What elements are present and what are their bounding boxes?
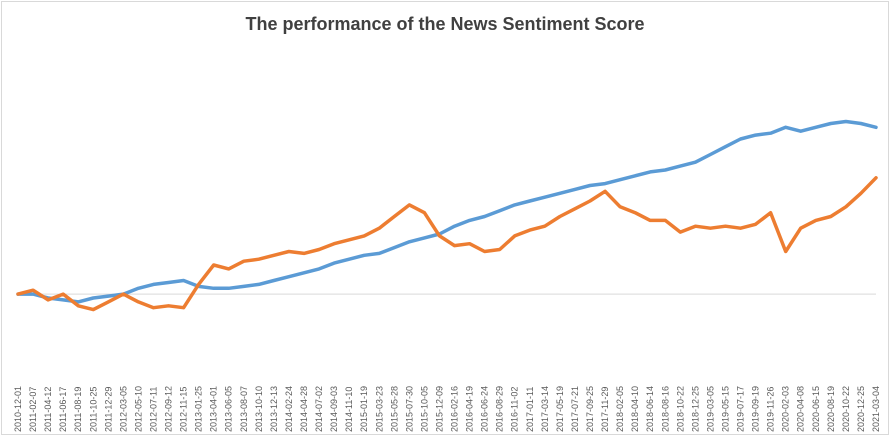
x-tick-label: 2011-02-07	[28, 387, 38, 432]
x-tick-label: 2021-03-04	[871, 386, 881, 432]
x-tick-label: 2017-11-29	[600, 387, 610, 432]
x-tick-label: 2020-06-15	[811, 386, 821, 432]
x-tick-label: 2020-12-25	[856, 386, 866, 432]
x-tick-label: 2011-06-17	[58, 387, 68, 432]
x-tick-label: 2020-04-08	[796, 386, 806, 432]
chart-title: The performance of the News Sentiment Sc…	[245, 14, 645, 34]
series-line-2	[16, 176, 878, 312]
x-tick-label: 2011-10-25	[88, 387, 98, 432]
x-tick-label: 2016-06-24	[480, 386, 490, 432]
x-tick-label: 2017-07-21	[570, 386, 580, 432]
x-tick-label: 2013-10-10	[254, 386, 264, 432]
x-tick-label: 2012-09-12	[164, 386, 174, 432]
x-tick-label: 2020-08-19	[826, 386, 836, 432]
x-tick-label: 2011-04-12	[43, 387, 53, 432]
x-tick-label: 2013-04-01	[209, 386, 219, 432]
x-tick-label: 2016-08-29	[495, 386, 505, 432]
x-tick-label: 2012-07-11	[148, 387, 158, 432]
x-tick-label: 2019-07-17	[736, 386, 746, 432]
x-tick-label: 2016-02-16	[450, 386, 460, 432]
x-tick-label: 2018-02-05	[615, 386, 625, 432]
x-tick-label: 2014-11-10	[344, 387, 354, 432]
x-tick-label: 2020-02-03	[781, 386, 791, 432]
x-tick-label: 2014-02-24	[284, 386, 294, 432]
x-tick-label: 2014-09-03	[329, 386, 339, 432]
x-tick-label: 2018-08-16	[660, 386, 670, 432]
x-tick-label: 2019-03-05	[705, 386, 715, 432]
x-tick-label: 2013-06-05	[224, 386, 234, 432]
x-tick-label: 2012-11-15	[179, 387, 189, 432]
x-tick-label: 2014-04-28	[299, 386, 309, 432]
x-tick-label: 2020-10-22	[841, 386, 851, 432]
x-tick-label: 2013-12-13	[269, 386, 279, 432]
x-tick-label: 2018-10-22	[675, 386, 685, 432]
x-tick-label: 2015-03-23	[374, 386, 384, 432]
x-tick-label: 2017-05-19	[555, 386, 565, 432]
x-tick-label: 2017-03-14	[540, 386, 550, 432]
x-tick-label: 2013-01-25	[194, 386, 204, 432]
x-tick-label: 2015-12-09	[434, 386, 444, 432]
x-tick-label: 2016-04-19	[465, 386, 475, 432]
x-tick-label: 2011-12-29	[103, 387, 113, 432]
x-tick-label: 2019-09-19	[751, 386, 761, 432]
x-tick-label: 2015-10-05	[419, 386, 429, 432]
x-tick-label: 2014-07-02	[314, 386, 324, 432]
x-tick-label: 2017-09-25	[585, 386, 595, 432]
x-tick-label: 2019-11-26	[766, 387, 776, 432]
x-tick-label: 2019-05-15	[720, 386, 730, 432]
x-tick-label: 2017-01-11	[525, 387, 535, 432]
series-line-1	[16, 119, 878, 304]
x-tick-label: 2012-03-05	[118, 386, 128, 432]
x-tick-label: 2015-05-28	[389, 386, 399, 432]
x-tick-label: 2018-06-14	[645, 386, 655, 432]
x-tick-label: 2018-04-10	[630, 386, 640, 432]
x-tick-label: 2010-12-01	[13, 386, 23, 432]
series-layer	[16, 119, 878, 312]
x-tick-label: 2013-08-07	[239, 386, 249, 432]
x-tick-label: 2012-05-10	[133, 386, 143, 432]
x-tick-label: 2018-12-25	[690, 386, 700, 432]
x-tick-label: 2011-08-19	[73, 387, 83, 432]
x-axis-tick-labels: 2010-12-01 2011-02-07 2011-04-12 2011-06-17…	[13, 386, 881, 432]
x-tick-label: 2015-01-19	[359, 386, 369, 432]
x-tick-label: 2015-07-30	[404, 386, 414, 432]
x-tick-label: 2016-11-02	[510, 387, 520, 432]
